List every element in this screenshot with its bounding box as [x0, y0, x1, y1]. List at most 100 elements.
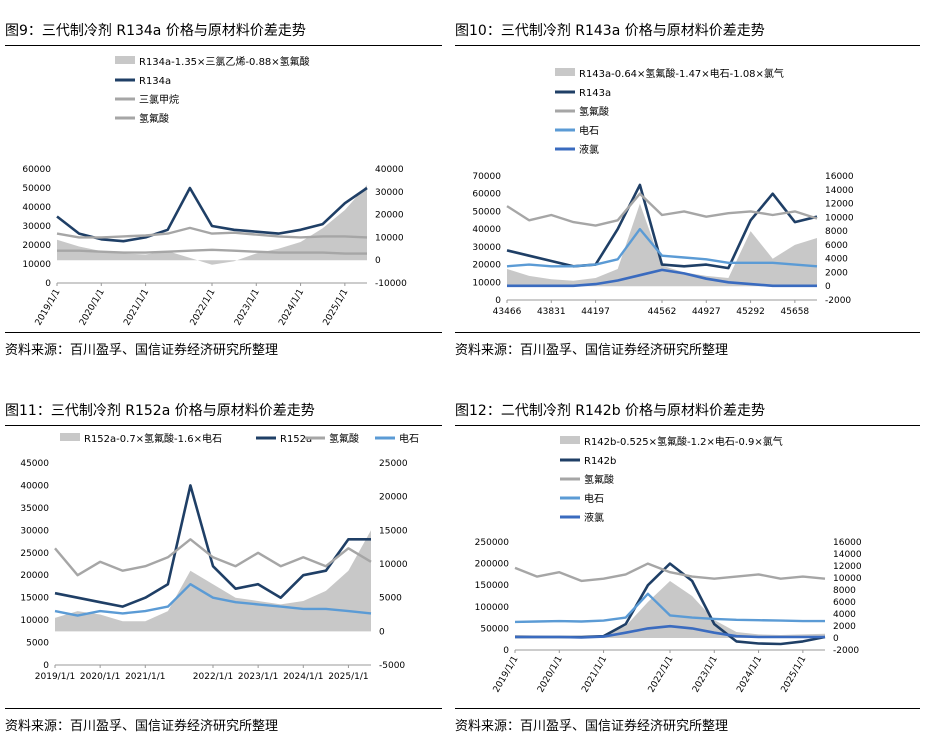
x-tick-label: 44927	[692, 307, 721, 317]
y-right-tick-label: 0	[375, 256, 381, 266]
x-tick-label: 2023/1/1	[691, 655, 720, 695]
y-right-tick-label: 14000	[825, 186, 854, 196]
y-right-tick-label: 4000	[825, 255, 848, 265]
figure-title-bar: 图11：三代制冷剂 R152a 价格与原材料价差走势	[5, 395, 442, 426]
y-right-tick-label: 10000	[379, 560, 408, 570]
y-right-tick-label: 12000	[833, 562, 862, 572]
figure-title-bar: 图10：三代制冷剂 R143a 价格与原材料价差走势	[455, 15, 920, 46]
y-left-tick-label: 10000	[20, 616, 49, 626]
series-area-spread	[507, 203, 817, 287]
series-line-1	[54, 484, 371, 608]
x-tick-label: 2020/1/1	[80, 672, 120, 682]
series-line-1	[56, 186, 368, 243]
legend-swatch	[560, 436, 580, 444]
y-right-tick-label: 4000	[833, 610, 856, 620]
y-right-tick-label: 30000	[375, 188, 404, 198]
figure-title: 图10：三代制冷剂 R143a 价格与原材料价差走势	[455, 23, 765, 39]
y-left-tick-label: 30000	[20, 526, 49, 536]
figure-panel-2: 图10：三代制冷剂 R143a 价格与原材料价差走势 0 10000 20000 30…	[455, 15, 920, 365]
x-tick-label: 2022/1/1	[647, 655, 676, 695]
y-right-tick-label: -2000	[825, 296, 851, 306]
y-right-tick-label: 0	[379, 627, 385, 637]
y-left-tick-label: 40000	[22, 203, 51, 213]
x-tick-label: 2024/1/1	[283, 672, 323, 682]
y-right-tick-label: 40000	[375, 165, 404, 175]
y-right-tick-label: 15000	[379, 526, 408, 536]
series-line-2	[506, 192, 818, 227]
x-tick-label: 43466	[493, 307, 522, 317]
y-right-tick-label: 12000	[825, 200, 854, 210]
y-right-tick-label: 10000	[825, 213, 854, 223]
x-tick-label: 2021/1/1	[122, 288, 151, 328]
figure-title-bar: 图12：二代制冷剂 R142b 价格与原材料价差走势	[455, 395, 920, 426]
x-tick-label: 2019/1/1	[34, 288, 63, 328]
y-left-tick-label: 35000	[20, 504, 49, 514]
x-tick-label: 2021/1/1	[580, 655, 609, 695]
y-right-tick-label: 8000	[825, 227, 848, 237]
series-line-3	[514, 592, 825, 624]
y-left-tick-label: 60000	[22, 165, 51, 175]
figure-panel-3: 图11：三代制冷剂 R152a 价格与原材料价差走势 0 5000 10000 150…	[5, 395, 442, 739]
x-tick-label: 2025/1/1	[328, 672, 368, 682]
y-right-tick-label: 6000	[833, 598, 856, 608]
legend-label: 氢氟酸	[329, 432, 359, 445]
x-tick-label: 2025/1/1	[322, 288, 351, 328]
y-left-tick-label: 0	[43, 661, 49, 671]
x-tick-label: 45658	[781, 307, 810, 317]
source-bar: 资料来源：百川盈孚、国信证券经济研究所整理	[455, 708, 920, 737]
legend-swatch	[60, 433, 80, 441]
series-area-spread	[57, 185, 367, 265]
y-right-tick-label: 20000	[379, 493, 408, 503]
y-left-tick-label: 250000	[475, 538, 510, 548]
legend-label: R152a	[280, 434, 312, 445]
series-area-spread	[55, 530, 371, 632]
y-left-tick-label: 15000	[20, 594, 49, 604]
y-left-tick-label: 200000	[475, 560, 510, 570]
x-tick-label: 2019/1/1	[35, 672, 75, 682]
y-left-tick-label: 150000	[475, 581, 510, 591]
series-line-3	[54, 583, 372, 617]
figure-title: 图9：三代制冷剂 R134a 价格与原材料价差走势	[5, 23, 306, 39]
y-left-tick-label: 10000	[22, 260, 51, 270]
legend-label: 液氯	[579, 143, 599, 156]
x-tick-label: 43831	[537, 307, 566, 317]
legend-label: 电石	[399, 432, 419, 445]
legend-swatch	[555, 68, 575, 76]
y-right-tick-label: 25000	[379, 459, 408, 469]
legend-label: 氢氟酸	[579, 105, 609, 118]
y-left-tick-label: 20000	[472, 261, 501, 271]
legend-label: R142b-0.525×氢氟酸-1.2×电石-0.9×氯气	[584, 435, 783, 448]
series-line-2	[514, 562, 826, 583]
legend-label: R152a-0.7×氢氟酸-1.6×电石	[84, 432, 222, 445]
legend-label: 液氯	[584, 511, 604, 524]
series-line-2	[54, 538, 372, 577]
y-right-tick-label: 10000	[375, 233, 404, 243]
x-tick-label: 2021/1/1	[125, 672, 165, 682]
y-right-tick-label: 20000	[375, 211, 404, 221]
figure-title: 图11：三代制冷剂 R152a 价格与原材料价差走势	[5, 403, 315, 419]
y-left-tick-label: 50000	[480, 624, 509, 634]
x-tick-label: 2025/1/1	[780, 655, 809, 695]
series-line-1	[506, 183, 818, 270]
x-tick-label: 2024/1/1	[277, 288, 306, 328]
y-right-tick-label: 5000	[379, 594, 402, 604]
y-right-tick-label: 16000	[833, 538, 862, 548]
y-right-tick-label: 0	[825, 282, 831, 292]
x-tick-label: 2022/1/1	[189, 288, 218, 328]
figure-title-bar: 图9：三代制冷剂 R134a 价格与原材料价差走势	[5, 15, 442, 46]
y-left-tick-label: 0	[495, 296, 501, 306]
source-bar: 资料来源：百川盈孚、国信证券经济研究所整理	[5, 708, 442, 737]
y-left-tick-label: 30000	[472, 243, 501, 253]
y-right-tick-label: 2000	[833, 622, 856, 632]
y-right-tick-label: 10000	[833, 574, 862, 584]
y-left-tick-label: 100000	[475, 603, 510, 613]
y-right-tick-label: 16000	[825, 172, 854, 182]
source-bar: 资料来源：百川盈孚、国信证券经济研究所整理	[455, 332, 920, 361]
x-tick-label: 2020/1/1	[536, 655, 565, 695]
figure-panel-1: 图9：三代制冷剂 R134a 价格与原材料价差走势 0 10000 20000 300…	[5, 15, 442, 365]
source-note: 资料来源：百川盈孚、国信证券经济研究所整理	[5, 343, 279, 358]
y-left-tick-label: 45000	[20, 459, 49, 469]
series-line-2	[57, 248, 367, 255]
x-tick-label: 44197	[581, 307, 610, 317]
legend-label: R142b	[584, 456, 616, 467]
